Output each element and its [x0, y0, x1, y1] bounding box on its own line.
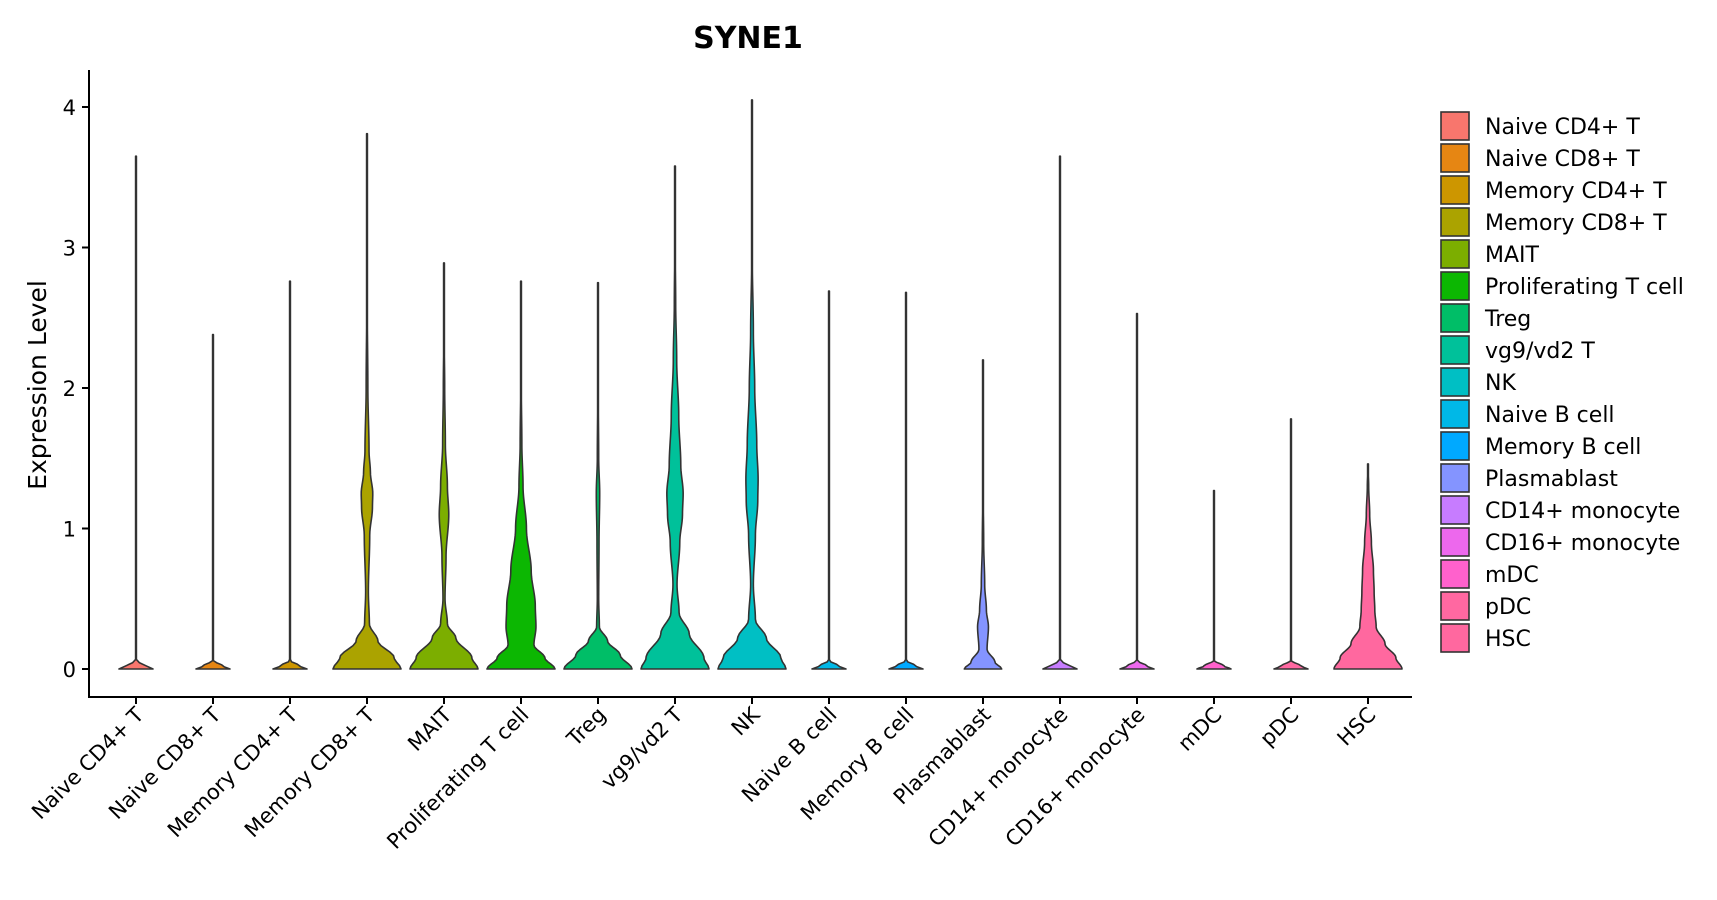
legend-swatch-hsc [1440, 623, 1470, 653]
violin-nk [717, 99, 787, 670]
legend-label-cd14-monocyte: CD14+ monocyte [1485, 499, 1680, 524]
legend-swatch-mdc [1440, 559, 1470, 589]
violin-mait [409, 262, 479, 670]
violin-memory-cd8-t [332, 132, 402, 670]
violin-cd16-monocyte [1119, 312, 1155, 670]
legend-label-proliferating-t-cell: Proliferating T cell [1485, 275, 1684, 300]
violin-pdc [1273, 418, 1309, 670]
x-tick-label-hsc: HSC [1333, 703, 1381, 751]
legend-label-memory-cd8-t: Memory CD8+ T [1485, 211, 1667, 236]
y-tick-label: 2 [63, 377, 76, 401]
legend: Naive CD4+ T Naive CD8+ T Memory CD4+ T Mem… [1440, 111, 1684, 653]
violin-naive-cd4-t [118, 155, 154, 670]
legend-swatch-cd16-monocyte [1440, 527, 1470, 557]
y-tick-label: 3 [63, 237, 76, 261]
chart-title: SYNE1 [693, 21, 803, 56]
violin-mdc [1196, 489, 1232, 670]
violins-group [118, 99, 1403, 670]
legend-swatch-plasmablast [1440, 463, 1470, 493]
legend-swatch-memory-b-cell [1440, 431, 1470, 461]
legend-swatch-nk [1440, 367, 1470, 397]
violin-plasmablast [963, 359, 1003, 670]
y-axis-label: Expression Level [23, 280, 52, 490]
legend-label-hsc: HSC [1485, 627, 1531, 652]
violin-cd14-monocyte [1042, 155, 1078, 670]
legend-label-treg: Treg [1484, 307, 1531, 332]
violin-hsc [1333, 463, 1403, 670]
y-tick-label: 0 [63, 658, 76, 682]
legend-label-cd16-monocyte: CD16+ monocyte [1485, 531, 1680, 556]
x-tick-label-treg: Treg [562, 703, 611, 752]
legend-label-plasmablast: Plasmablast [1485, 467, 1618, 492]
x-tick-label-pdc: pDC [1255, 703, 1303, 751]
y-tick-label: 1 [63, 518, 76, 542]
legend-label-naive-cd8-t: Naive CD8+ T [1485, 147, 1640, 172]
legend-label-nk: NK [1485, 371, 1516, 396]
legend-swatch-treg [1440, 303, 1470, 333]
violin-naive-b-cell [811, 290, 847, 670]
legend-label-vg9-vd2-t: vg9/vd2 T [1485, 339, 1595, 364]
x-tick-label-cd14-monocyte: CD14+ monocyte [924, 703, 1073, 852]
legend-label-mdc: mDC [1485, 563, 1539, 588]
violin-memory-cd4-t [272, 280, 308, 670]
violin-treg [563, 281, 633, 670]
legend-swatch-cd14-monocyte [1440, 495, 1470, 525]
x-tick-label-vg9-vd2-t: vg9/vd2 T [596, 702, 687, 793]
x-tick-label-memory-cd4-t: Memory CD4+ T [163, 702, 303, 842]
violin-vg9-vd2-t [640, 165, 710, 670]
violin-memory-b-cell [888, 291, 924, 670]
legend-label-mait: MAIT [1485, 243, 1540, 268]
x-tick-label-proliferating-t-cell: Proliferating T cell [382, 703, 533, 854]
violin-naive-cd8-t [195, 333, 231, 670]
legend-swatch-proliferating-t-cell [1440, 271, 1470, 301]
x-tick-label-memory-cd8-t: Memory CD8+ T [240, 702, 380, 842]
legend-label-naive-cd4-t: Naive CD4+ T [1485, 115, 1640, 140]
x-tick-label-nk: NK [727, 702, 766, 741]
legend-label-naive-b-cell: Naive B cell [1485, 403, 1615, 428]
x-tick-label-cd16-monocyte: CD16+ monocyte [1001, 703, 1150, 852]
legend-swatch-naive-cd8-t [1440, 143, 1470, 173]
y-tick-label: 4 [63, 96, 76, 120]
legend-swatch-naive-b-cell [1440, 399, 1470, 429]
legend-swatch-mait [1440, 239, 1470, 269]
legend-swatch-memory-cd8-t [1440, 207, 1470, 237]
x-tick-label-mait: MAIT [403, 702, 457, 756]
legend-swatch-naive-cd4-t [1440, 111, 1470, 141]
legend-label-pdc: pDC [1485, 595, 1531, 620]
legend-swatch-vg9-vd2-t [1440, 335, 1470, 365]
legend-swatch-memory-cd4-t [1440, 175, 1470, 205]
y-ticks-group: 0 1 2 3 4 [63, 96, 89, 682]
legend-label-memory-b-cell: Memory B cell [1485, 435, 1641, 460]
x-tick-label-mdc: mDC [1173, 703, 1226, 756]
legend-swatch-pdc [1440, 591, 1470, 621]
legend-label-memory-cd4-t: Memory CD4+ T [1485, 179, 1667, 204]
violin-proliferating-t-cell [486, 280, 556, 670]
